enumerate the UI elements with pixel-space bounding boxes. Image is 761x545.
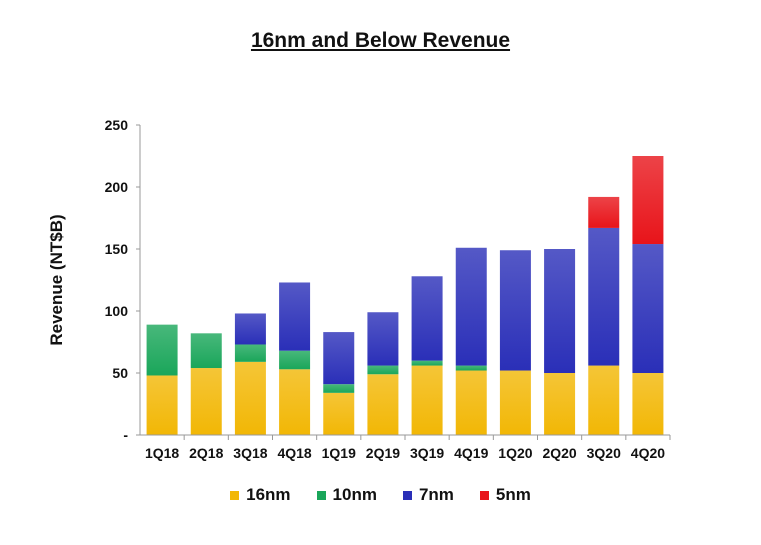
- bar-segment-7nm-2Q20: [544, 249, 576, 373]
- bar-segment-16nm-3Q18: [234, 361, 266, 435]
- bar-segment-7nm-4Q19: [455, 247, 487, 366]
- x-tick-label: 4Q18: [277, 445, 311, 461]
- legend-item: 10nm: [316, 485, 377, 505]
- y-tick-label: 200: [105, 179, 129, 195]
- bar-segment-10nm-4Q18: [279, 350, 311, 370]
- y-tick-label: 150: [105, 241, 129, 257]
- legend: 16nm 10nm 7nm 5nm: [0, 485, 761, 505]
- bar-segment-16nm-2Q19: [367, 374, 399, 435]
- bar-segment-10nm-3Q19: [411, 360, 443, 366]
- bar-segment-10nm-3Q18: [234, 344, 266, 362]
- bar-segment-16nm-2Q18: [190, 368, 222, 435]
- bar-segment-10nm-4Q19: [455, 365, 487, 371]
- bar-segment-5nm-3Q20: [588, 196, 620, 228]
- x-tick-label: 2Q20: [542, 445, 576, 461]
- bar-segment-10nm-1Q19: [323, 384, 355, 393]
- x-tick-label: 2Q19: [366, 445, 400, 461]
- bar-segment-16nm-1Q18: [146, 375, 178, 435]
- x-tick-label: 2Q18: [189, 445, 223, 461]
- legend-label: 16nm: [246, 485, 291, 504]
- x-tick-label: 4Q19: [454, 445, 488, 461]
- bar-segment-10nm-1Q18: [146, 324, 178, 376]
- legend-swatch: [316, 490, 326, 500]
- legend-label: 5nm: [495, 485, 531, 504]
- x-axis-tick-labels: 1Q18 2Q18 3Q18 4Q18 1Q19 2Q19 3Q19 4Q19 1Q20 2Q20…: [145, 435, 671, 461]
- x-tick-label: 3Q19: [410, 445, 444, 461]
- chart-title: 16nm and Below Revenue: [250, 29, 511, 52]
- bar-group: [146, 156, 664, 435]
- legend-label: 7nm: [418, 485, 454, 504]
- bar-segment-10nm-2Q18: [190, 333, 222, 369]
- bar-segment-16nm-1Q20: [499, 370, 531, 435]
- x-tick-label: 3Q18: [233, 445, 267, 461]
- bar-segment-16nm-4Q19: [455, 370, 487, 435]
- legend-swatch: [402, 490, 412, 500]
- legend-swatch: [479, 490, 489, 500]
- bar-segment-16nm-2Q20: [544, 373, 576, 435]
- y-axis-label: Revenue (NT$B): [47, 214, 66, 345]
- bar-segment-16nm-3Q19: [411, 365, 443, 435]
- y-tick-label: 100: [105, 303, 129, 319]
- x-tick-label: 1Q18: [145, 445, 179, 461]
- bar-segment-5nm-4Q20: [632, 156, 664, 245]
- x-tick-label: 1Q19: [322, 445, 356, 461]
- bar-segment-7nm-1Q20: [499, 250, 531, 371]
- bar-segment-16nm-1Q19: [323, 392, 355, 435]
- y-axis-ticks: - 50 100 150 200 250: [105, 117, 140, 443]
- y-tick-label: 250: [105, 117, 129, 133]
- bar-segment-7nm-1Q19: [323, 332, 355, 385]
- bar-segment-16nm-3Q20: [588, 365, 620, 435]
- bar-segment-7nm-2Q19: [367, 312, 399, 366]
- y-tick-label: -: [123, 427, 128, 443]
- legend-swatch: [230, 490, 240, 500]
- x-tick-label: 4Q20: [631, 445, 665, 461]
- bar-segment-7nm-4Q18: [279, 282, 311, 351]
- y-tick-label: 50: [112, 365, 128, 381]
- legend-item: 16nm: [230, 485, 291, 505]
- bar-segment-7nm-3Q18: [234, 313, 266, 345]
- x-tick-label: 1Q20: [498, 445, 532, 461]
- bar-segment-7nm-3Q20: [588, 227, 620, 366]
- bar-segment-7nm-4Q20: [632, 244, 664, 373]
- legend-label: 10nm: [332, 485, 377, 504]
- bar-segment-16nm-4Q18: [279, 369, 311, 435]
- bar-segment-10nm-2Q19: [367, 365, 399, 375]
- x-tick-label: 3Q20: [587, 445, 621, 461]
- legend-item: 5nm: [479, 485, 531, 505]
- legend-item: 7nm: [402, 485, 454, 505]
- bar-segment-16nm-4Q20: [632, 373, 664, 435]
- bar-segment-7nm-3Q19: [411, 276, 443, 361]
